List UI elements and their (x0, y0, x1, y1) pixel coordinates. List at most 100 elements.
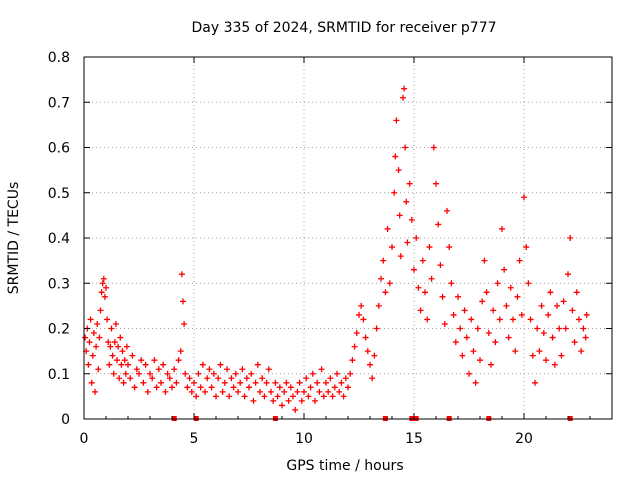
data-point (389, 244, 395, 251)
data-point (459, 352, 466, 359)
data-point (408, 216, 415, 223)
data-point (558, 352, 565, 359)
data-point (479, 298, 486, 305)
data-point (345, 384, 351, 391)
data-point (556, 325, 563, 332)
data-point (90, 330, 97, 337)
data-point (283, 379, 290, 386)
x-axis-label: GPS time / hours (286, 458, 403, 474)
data-point (316, 388, 323, 395)
data-point (129, 352, 136, 359)
data-point (153, 384, 160, 391)
data-point (580, 325, 587, 332)
data-point (248, 370, 255, 377)
data-point (419, 257, 426, 264)
data-point (110, 370, 117, 377)
data-point (127, 375, 134, 382)
data-point (494, 280, 501, 287)
y-tick-label: 0.8 (48, 50, 70, 66)
data-point (413, 235, 420, 241)
data-point (241, 393, 248, 400)
data-point (534, 325, 541, 332)
data-point (307, 384, 314, 391)
data-point (210, 370, 217, 377)
data-point (474, 325, 481, 332)
data-point (329, 393, 336, 400)
y-tick-label: 0.1 (48, 367, 70, 383)
data-point (401, 85, 408, 92)
data-point (226, 393, 233, 400)
data-point (356, 311, 362, 318)
y-tick-label: 0.7 (48, 95, 70, 111)
data-series (82, 85, 590, 413)
data-point (331, 384, 338, 391)
data-point (378, 275, 384, 282)
data-point (215, 375, 222, 382)
data-point (86, 339, 93, 346)
data-point (204, 375, 211, 382)
data-point (252, 379, 259, 386)
y-tick-label: 0.2 (48, 322, 70, 338)
data-point (446, 244, 453, 251)
data-point (391, 189, 398, 196)
data-point (147, 370, 153, 377)
data-point (562, 325, 569, 332)
y-tick-label: 0.6 (48, 141, 70, 157)
data-point (395, 167, 402, 174)
data-point (488, 361, 494, 368)
data-point (254, 361, 261, 368)
data-point (136, 370, 142, 377)
data-point (320, 393, 327, 400)
data-point (358, 302, 365, 309)
chart-title: Day 335 of 2024, SRMTID for receiver p77… (191, 20, 496, 36)
data-point (103, 284, 109, 291)
data-point (100, 275, 107, 282)
x-tick-label: 5 (190, 431, 199, 447)
data-point (292, 406, 299, 413)
data-point (325, 388, 332, 395)
y-axis-label: SRMTID / TECUs (6, 182, 22, 295)
data-point (565, 271, 571, 278)
data-point (510, 316, 516, 323)
y-tick-label: 0.3 (48, 276, 70, 292)
data-point (444, 207, 450, 214)
data-point (186, 375, 193, 382)
data-point (554, 302, 560, 309)
data-point (175, 357, 182, 364)
data-point (360, 316, 367, 323)
data-point (104, 316, 111, 323)
data-point (166, 375, 173, 382)
data-point (551, 361, 558, 368)
data-point (206, 366, 213, 373)
data-point (93, 343, 100, 350)
data-point (263, 379, 270, 386)
x-tick-label: 10 (295, 431, 313, 447)
data-point (87, 316, 94, 323)
data-point (287, 384, 294, 391)
data-point (318, 366, 325, 373)
data-point (279, 402, 285, 409)
data-point (296, 379, 303, 386)
data-point (224, 366, 230, 373)
data-point (396, 212, 403, 219)
data-point (160, 361, 167, 368)
data-point (400, 94, 406, 101)
data-point (340, 393, 347, 400)
data-point (274, 393, 281, 400)
data-point (384, 225, 391, 232)
data-point (217, 361, 224, 368)
y-tick-label: 0.4 (48, 231, 70, 247)
data-point (202, 388, 208, 395)
data-point (270, 397, 277, 404)
data-point (505, 334, 512, 341)
data-point (155, 366, 162, 373)
data-point (265, 366, 272, 373)
data-point (411, 266, 417, 273)
data-point (191, 379, 197, 386)
data-point (95, 366, 102, 373)
data-point (171, 366, 178, 373)
data-point (452, 339, 459, 346)
data-point (188, 388, 195, 395)
data-point (228, 375, 235, 382)
data-point (540, 330, 547, 337)
